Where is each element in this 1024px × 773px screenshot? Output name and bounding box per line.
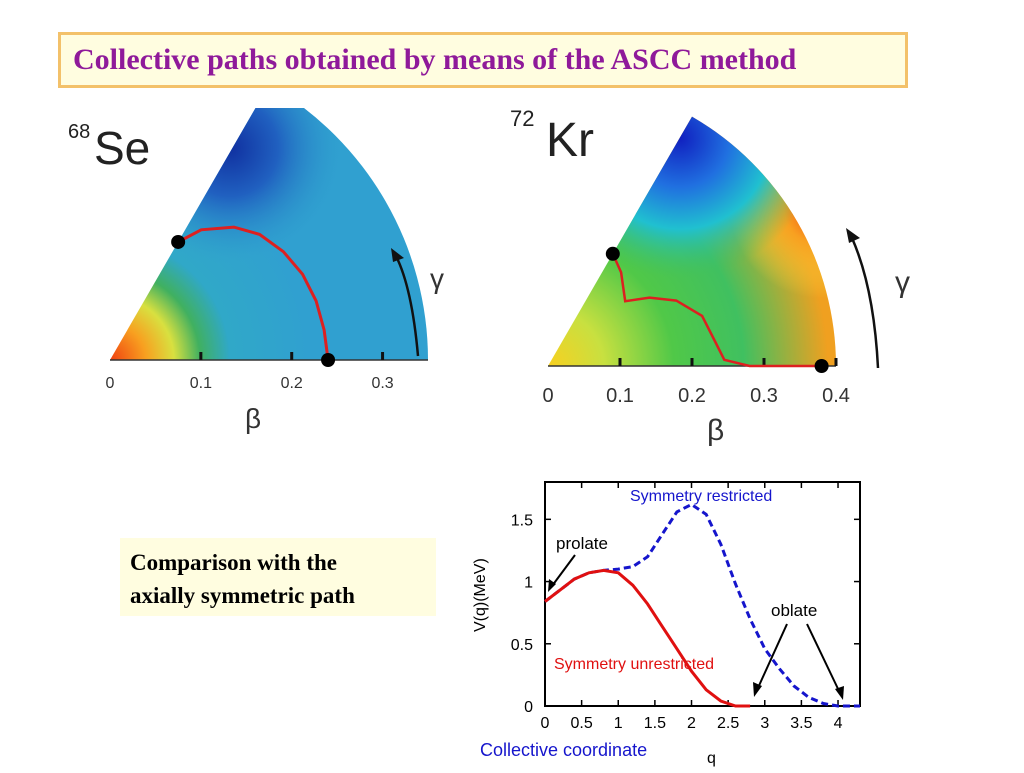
y-tick-label: 1.5: [511, 512, 533, 529]
se68-collective-path: [177, 225, 330, 361]
kr72-gamma-arrow: [850, 237, 880, 369]
plot-frame: [544, 481, 861, 707]
x-tick-label: 2: [687, 715, 696, 732]
x-tick-label: 0: [541, 715, 550, 732]
series-symmetry-unrestricted: [544, 568, 751, 708]
kr72-collective-path: [611, 253, 822, 368]
kr72-tick-label: 0.3: [750, 385, 778, 407]
se68-svg: 0 0.1 0.2 0.3 68 Se β γ: [68, 108, 444, 434]
kr72-gamma-arrowhead: [846, 228, 860, 243]
annotation-oblate: oblate: [771, 601, 817, 620]
title-box: Collective paths obtained by means of th…: [58, 32, 908, 88]
y-axis-label: V(q)(MeV): [472, 558, 489, 632]
se68-symbol: Se: [94, 122, 150, 174]
x-tick-label: 3.5: [790, 715, 812, 732]
x-axis-title: Collective coordinate: [480, 740, 647, 760]
series-label-restricted: Symmetry restricted: [630, 488, 772, 505]
oblate-arrowhead-1: [753, 682, 762, 697]
annotation-prolate: prolate: [556, 534, 608, 553]
kr72-chart: 0 0.1 0.2 0.3 0.4 72 Kr β γ: [500, 98, 920, 448]
potential-svg: 0 0.5 1 1.5 2 2.5 3 3.5 4 0 0.5 1 1.5 Symmetry restr…: [472, 481, 861, 767]
kr72-tick-label: 0.2: [678, 385, 706, 407]
se68-gamma-label: γ: [430, 263, 444, 294]
se68-xlabel: β: [245, 403, 261, 434]
oblate-arrow-2: [806, 623, 841, 694]
se68-axis: 0 0.1 0.2 0.3: [106, 352, 428, 392]
comparison-note: Comparison with the axially symmetric pa…: [130, 550, 355, 608]
se68-tick-label: 0.2: [281, 375, 303, 392]
series-label-unrestricted: Symmetry unrestricted: [554, 656, 714, 673]
series-symmetry-restricted: [544, 502, 860, 708]
kr72-svg: 0 0.1 0.2 0.3 0.4 72 Kr β γ: [510, 106, 910, 447]
kr72-symbol: Kr: [546, 114, 594, 167]
x-tick-label: 2.5: [717, 715, 739, 732]
oblate-arrowhead-2: [835, 686, 844, 700]
y-tick-label: 0: [524, 699, 533, 716]
prolate-arrow: [551, 554, 576, 587]
se68-tick-label: 0: [106, 375, 115, 392]
kr72-xlabel: β: [707, 414, 724, 447]
oblate-arrow-1: [756, 623, 788, 691]
kr72-tick-label: 0.4: [822, 385, 850, 407]
prolate-arrowhead: [548, 579, 556, 592]
se68-chart: 0 0.1 0.2 0.3 68 Se β γ: [60, 108, 460, 438]
slide-title: Collective paths obtained by means of th…: [73, 43, 797, 76]
y-tick-label: 0.5: [511, 637, 533, 654]
x-tick-label: 0.5: [571, 715, 593, 732]
se68-endpoint-1: [321, 353, 336, 367]
potential-chart: 0 0.5 1 1.5 2 2.5 3 3.5 4 0 0.5 1 1.5 Symmetry restr…: [460, 470, 880, 768]
kr72-endpoint-1: [814, 359, 829, 373]
kr72-tick-label: 0.1: [606, 385, 634, 407]
x-tick-label: 4: [834, 715, 843, 732]
kr72-mass: 72: [510, 106, 534, 131]
x-tick-label: 1: [614, 715, 623, 732]
kr72-gamma-label: γ: [895, 266, 910, 299]
x-axis-label: q: [707, 750, 716, 767]
kr72-endpoint-0: [605, 246, 620, 261]
se68-endpoint-0: [171, 234, 186, 249]
se68-tick-label: 0.1: [190, 375, 212, 392]
se68-mass: 68: [68, 121, 90, 143]
kr72-tick-label: 0: [542, 385, 553, 407]
x-tick-label: 3: [760, 715, 769, 732]
se68-gamma-arrow: [394, 255, 420, 357]
kr72-axis: 0 0.1 0.2 0.3 0.4: [542, 358, 850, 407]
comparison-note-box: Comparison with the axially symmetric pa…: [120, 538, 436, 616]
se68-gamma-arrowhead: [391, 248, 404, 262]
y-tick-label: 1: [524, 575, 533, 592]
x-tick-label: 1.5: [644, 715, 666, 732]
se68-tick-label: 0.3: [371, 375, 393, 392]
